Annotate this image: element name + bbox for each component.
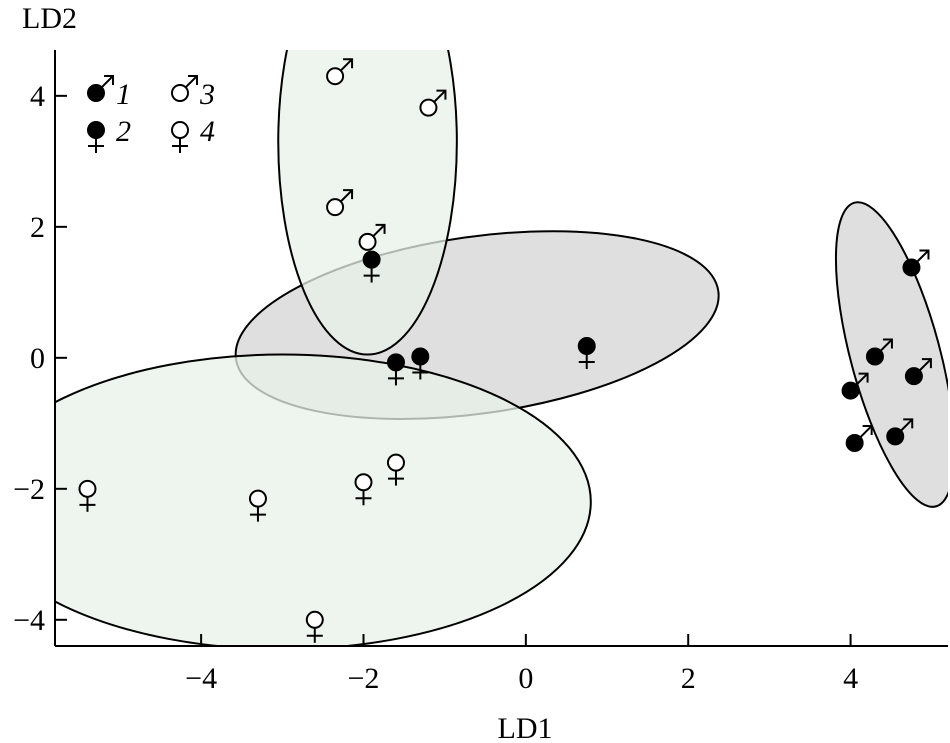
group-ellipse-3 xyxy=(277,50,458,356)
y-tick-label: 0 xyxy=(30,342,45,375)
point-series-3 xyxy=(358,223,386,251)
point-series-2 xyxy=(386,353,405,386)
group-ellipses xyxy=(55,50,948,646)
point-series-2 xyxy=(577,337,596,370)
legend-label-2: 2 xyxy=(116,115,131,148)
x-axis-label: LD1 xyxy=(498,712,553,743)
point-series-1 xyxy=(841,372,869,400)
x-tick-label: −2 xyxy=(348,662,380,695)
point-series-2 xyxy=(362,250,381,283)
legend-symbol-4 xyxy=(171,121,189,153)
legend-symbol-3 xyxy=(171,75,198,102)
x-tick-label: 2 xyxy=(681,662,696,695)
x-tick-label: 0 xyxy=(518,662,533,695)
legend-label-4: 4 xyxy=(200,115,215,148)
legend-symbol-1 xyxy=(87,75,114,102)
y-tick-label: −2 xyxy=(13,473,45,506)
point-series-1 xyxy=(904,358,932,386)
legend-item-2: 2 xyxy=(87,115,131,153)
point-series-4 xyxy=(354,473,373,506)
point-series-4 xyxy=(248,489,267,522)
legend-symbol-2 xyxy=(87,121,105,153)
point-series-1 xyxy=(845,424,873,452)
point-series-3 xyxy=(419,89,447,117)
legend-item-1: 1 xyxy=(87,75,131,111)
y-tick-label: 2 xyxy=(30,211,45,244)
group-ellipse-4 xyxy=(55,353,592,646)
point-series-1 xyxy=(902,249,930,277)
point-series-4 xyxy=(386,453,405,486)
y-axis-label: LD2 xyxy=(22,2,77,35)
point-series-4 xyxy=(78,479,97,512)
y-tick-label: 4 xyxy=(30,80,45,113)
legend-item-4: 4 xyxy=(171,115,215,153)
axes: −4 −2 0 2 4 −4 −2 0 2 4 xyxy=(13,50,948,695)
x-tick-label: 4 xyxy=(843,662,858,695)
point-series-1 xyxy=(886,418,914,446)
legend-label-3: 3 xyxy=(199,78,215,111)
group-ellipse-1 xyxy=(834,201,948,508)
point-series-3 xyxy=(326,189,354,217)
point-series-2 xyxy=(411,347,430,380)
point-series-1 xyxy=(865,338,893,366)
point-series-3 xyxy=(326,58,354,86)
point-series-4 xyxy=(305,610,324,643)
legend-item-3: 3 xyxy=(171,75,215,111)
legend-label-1: 1 xyxy=(116,78,131,111)
y-tick-label: −4 xyxy=(13,604,45,637)
data-points xyxy=(78,58,932,643)
legend: 1 2 3 4 xyxy=(87,75,215,153)
x-tick-label: −4 xyxy=(185,662,217,695)
